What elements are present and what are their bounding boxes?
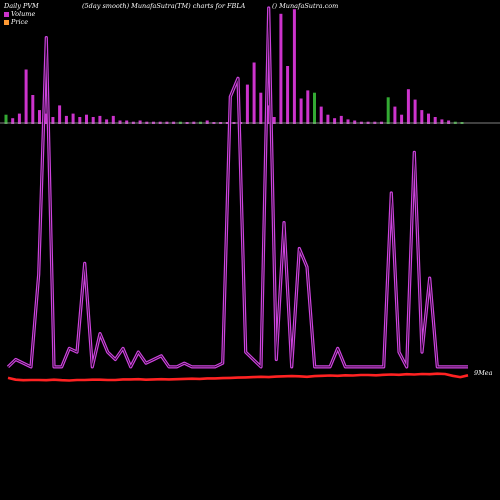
volume-bar <box>125 120 129 124</box>
volume-bar <box>51 117 55 124</box>
volume-bar <box>11 118 15 124</box>
volume-bar <box>17 113 21 124</box>
volume-bar <box>299 98 303 124</box>
volume-bar <box>339 115 343 124</box>
volume-bar <box>272 117 276 124</box>
price-end-label: 9Mea <box>474 369 493 377</box>
volume-bar <box>4 114 8 124</box>
volume-bar <box>245 84 249 124</box>
volume-bar <box>85 114 88 124</box>
volume-bar <box>292 9 296 125</box>
volume-bar <box>71 113 75 124</box>
volume-bar <box>118 120 122 124</box>
volume-bar <box>111 115 115 124</box>
volume-bar <box>38 110 41 124</box>
volume-bar <box>31 95 35 124</box>
chart-type-label: Daily PVM <box>4 2 39 10</box>
volume-bar <box>406 89 410 124</box>
legend-price: Price <box>4 18 28 26</box>
volume-bar <box>44 113 48 124</box>
volume-bar <box>259 92 263 124</box>
volume-bar <box>279 13 283 124</box>
volume-bar <box>420 110 424 124</box>
volume-bar <box>427 113 430 124</box>
volume-bar <box>105 119 109 124</box>
volume-bar <box>78 117 82 124</box>
volume-bar <box>319 106 323 124</box>
volume-bar <box>313 92 316 124</box>
legend-price-swatch <box>4 19 9 25</box>
volume-bar <box>286 66 290 124</box>
volume-bar <box>138 120 142 124</box>
volume-bar <box>433 117 437 124</box>
volume-bar <box>353 120 357 124</box>
volume-bar <box>91 117 95 124</box>
volume-bar <box>393 106 397 124</box>
legend-volume-swatch <box>4 11 9 17</box>
volume-bar <box>447 120 451 124</box>
volume-line-core <box>7 7 468 368</box>
volume-bar <box>24 69 28 124</box>
volume-bar <box>306 90 310 124</box>
volume-bar <box>64 115 68 124</box>
volume-bar <box>440 119 444 124</box>
volume-bar <box>252 62 256 124</box>
legend-volume: Volume <box>4 10 35 18</box>
site-credit: () MunafaSutra.com <box>272 2 339 10</box>
volume-bar <box>413 99 417 124</box>
volume-bar <box>326 114 330 124</box>
volume-bar <box>346 119 350 124</box>
volume-bar <box>333 118 337 124</box>
volume-bar <box>98 115 102 124</box>
line-series <box>6 6 469 382</box>
volume-bar <box>58 105 62 124</box>
chart-title: (5day smooth) MunafaSutra(TM) charts for… <box>82 2 246 10</box>
price-line <box>7 372 469 382</box>
legend-volume-label: Volume <box>11 10 36 18</box>
volume-bar <box>205 120 209 124</box>
legend-price-label: Price <box>11 18 29 26</box>
volume-bar <box>400 114 404 124</box>
volume-bar <box>386 97 390 124</box>
